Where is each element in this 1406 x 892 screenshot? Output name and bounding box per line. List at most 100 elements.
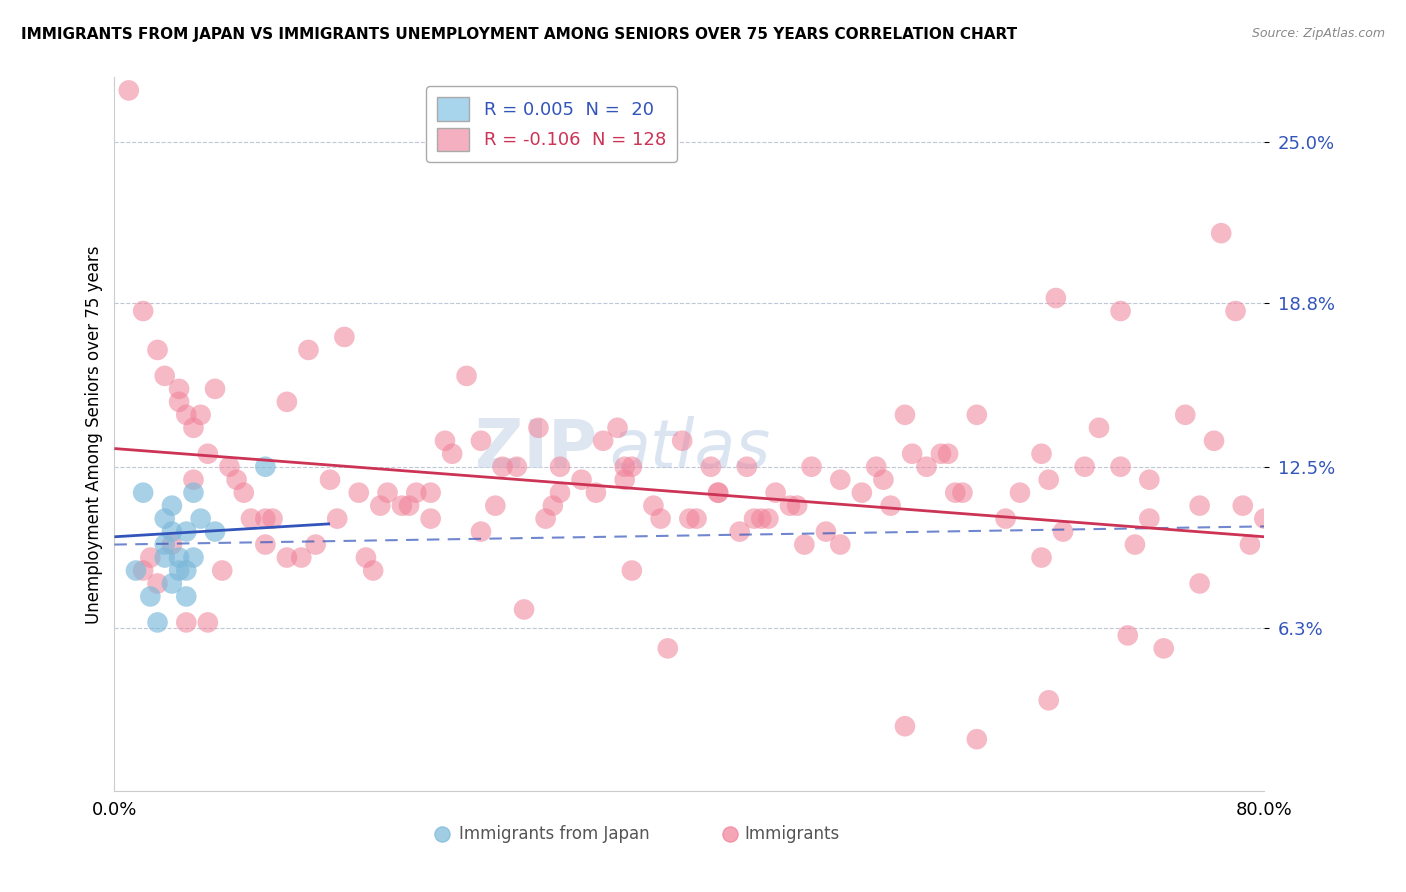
Point xyxy=(434,434,457,448)
Text: Source: ZipAtlas.com: Source: ZipAtlas.com xyxy=(1251,27,1385,40)
Point xyxy=(1088,421,1111,435)
Point xyxy=(1038,473,1060,487)
Point xyxy=(174,564,197,578)
Point xyxy=(146,343,169,357)
Point xyxy=(620,459,643,474)
Point xyxy=(174,615,197,630)
Point xyxy=(204,524,226,539)
Point xyxy=(441,447,464,461)
Point xyxy=(276,550,298,565)
Point xyxy=(571,473,593,487)
Point xyxy=(132,304,155,318)
Point xyxy=(153,538,176,552)
Point xyxy=(685,511,707,525)
Point xyxy=(111,786,134,800)
Point xyxy=(901,447,924,461)
Point xyxy=(211,564,233,578)
Point xyxy=(643,499,665,513)
Point xyxy=(139,550,162,565)
Point xyxy=(994,511,1017,525)
Point xyxy=(735,459,758,474)
Point xyxy=(1137,473,1160,487)
Point xyxy=(174,524,197,539)
Point xyxy=(118,83,141,97)
Point xyxy=(326,511,349,525)
Point xyxy=(347,485,370,500)
Point xyxy=(929,447,952,461)
Point xyxy=(865,459,887,474)
Point xyxy=(204,382,226,396)
Point xyxy=(786,499,808,513)
Text: Immigrants from Japan: Immigrants from Japan xyxy=(460,825,650,843)
Point xyxy=(943,485,966,500)
Point xyxy=(952,485,974,500)
Point xyxy=(1038,693,1060,707)
Point xyxy=(146,576,169,591)
Point xyxy=(276,394,298,409)
Point xyxy=(758,511,780,525)
Point xyxy=(749,511,772,525)
Point xyxy=(197,447,219,461)
Point xyxy=(915,459,938,474)
Point xyxy=(398,499,420,513)
Point xyxy=(1153,641,1175,656)
Point xyxy=(319,473,342,487)
Point xyxy=(290,550,312,565)
Point xyxy=(1045,291,1067,305)
Point xyxy=(132,564,155,578)
Point xyxy=(167,564,190,578)
Point xyxy=(167,394,190,409)
Point xyxy=(851,485,873,500)
Point xyxy=(491,459,513,474)
Point xyxy=(218,459,240,474)
Point xyxy=(872,473,894,487)
Point xyxy=(377,485,399,500)
Point xyxy=(1225,304,1247,318)
Point xyxy=(1188,499,1211,513)
Point xyxy=(361,564,384,578)
Point xyxy=(879,499,901,513)
Point xyxy=(541,499,564,513)
Point xyxy=(190,408,212,422)
Point xyxy=(1123,538,1146,552)
Point xyxy=(470,434,492,448)
Point xyxy=(1008,485,1031,500)
Point xyxy=(534,511,557,525)
Point xyxy=(153,550,176,565)
Point xyxy=(262,511,284,525)
Point xyxy=(585,485,607,500)
Point xyxy=(548,459,571,474)
Point xyxy=(793,538,815,552)
Point xyxy=(1052,524,1074,539)
Point xyxy=(470,524,492,539)
Point xyxy=(190,511,212,525)
Point xyxy=(1116,628,1139,642)
Point xyxy=(174,590,197,604)
Point xyxy=(174,408,197,422)
Point xyxy=(1232,499,1254,513)
Point xyxy=(728,524,751,539)
Point xyxy=(484,499,506,513)
Point xyxy=(700,459,723,474)
Point xyxy=(160,576,183,591)
Text: atlas: atlas xyxy=(609,416,770,482)
Point xyxy=(333,330,356,344)
Point xyxy=(1253,511,1275,525)
Point xyxy=(779,499,801,513)
Text: Immigrants: Immigrants xyxy=(745,825,839,843)
Point xyxy=(592,434,614,448)
Point xyxy=(419,511,441,525)
Point xyxy=(671,434,693,448)
Point xyxy=(765,485,787,500)
Point xyxy=(707,485,730,500)
Point xyxy=(183,550,205,565)
Point xyxy=(139,590,162,604)
Point xyxy=(405,485,427,500)
Point xyxy=(657,641,679,656)
Text: ZIP: ZIP xyxy=(475,416,598,482)
Point xyxy=(225,473,247,487)
Point xyxy=(1174,408,1197,422)
Point xyxy=(548,485,571,500)
Point xyxy=(183,485,205,500)
Legend: R = 0.005  N =  20, R = -0.106  N = 128: R = 0.005 N = 20, R = -0.106 N = 128 xyxy=(426,87,676,161)
